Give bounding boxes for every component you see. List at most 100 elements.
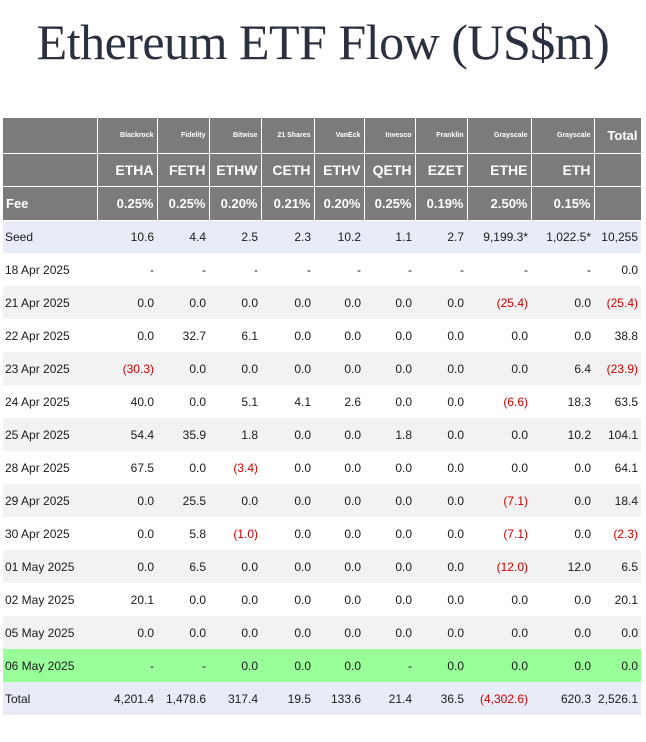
flow-cell: 6.4 (531, 352, 594, 385)
ticker-cell: CETH (261, 153, 315, 187)
row-total: 6.5 (594, 550, 641, 583)
row-total: 18.4 (594, 484, 641, 517)
flow-cell: 0.0 (531, 649, 594, 682)
total-cell: 133.6 (314, 682, 364, 715)
row-date: 18 Apr 2025 (3, 253, 97, 286)
flow-cell: 67.5 (97, 451, 157, 484)
flow-cell: 5.1 (209, 385, 261, 418)
table-row: 24 Apr 2025 40.0 0.0 5.1 4.1 2.6 0.0 0.0 (6.6) 18… (3, 385, 641, 418)
flow-cell: 0.0 (415, 385, 467, 418)
row-total: (2.3) (594, 517, 641, 550)
flow-cell: 0.0 (415, 517, 467, 550)
ticker-cell: FETH (157, 153, 210, 187)
flow-cell: 6.5 (157, 550, 209, 583)
total-cell: 317.4 (209, 682, 261, 715)
flow-cell: 0.0 (97, 286, 157, 319)
flow-cell: 4.1 (261, 385, 314, 418)
flow-cell: 0.0 (531, 319, 594, 352)
row-total: (23.9) (594, 352, 641, 385)
flow-cell: 0.0 (364, 319, 415, 352)
flow-cell: 0.0 (364, 352, 415, 385)
issuer-cell: Bitwise (209, 118, 262, 154)
table-row: 25 Apr 2025 54.4 35.9 1.8 0.0 0.0 1.8 0.0 0.0 10.… (3, 418, 641, 451)
flow-cell: 0.0 (531, 484, 594, 517)
flow-cell: 0.0 (467, 418, 531, 451)
flow-cell: (7.1) (467, 517, 531, 550)
flow-cell: 0.0 (209, 583, 261, 616)
total-row: Total 4,201.4 1,478.6 317.4 19.5 133.6 21.4 36.… (3, 682, 641, 715)
flow-cell: 0.0 (467, 451, 531, 484)
flow-cell: 1.1 (364, 220, 415, 253)
flow-cell: 0.0 (97, 517, 157, 550)
flow-cell: 12.0 (531, 550, 594, 583)
table-row: 02 May 2025 20.1 0.0 0.0 0.0 0.0 0.0 0.0 0.0 0.0 2… (3, 583, 641, 616)
flow-cell: 2.5 (209, 220, 261, 253)
flow-cell: 0.0 (209, 616, 261, 649)
grand-total: 2,526.1 (594, 682, 641, 715)
flow-cell: 35.9 (157, 418, 209, 451)
header-corner (3, 118, 98, 154)
fee-cell: 0.25% (97, 186, 158, 221)
flow-cell: 40.0 (97, 385, 157, 418)
table-row: 28 Apr 2025 67.5 0.0 (3.4) 0.0 0.0 0.0 0.0 0.0 0.… (3, 451, 641, 484)
flow-cell: - (531, 253, 594, 286)
header-blank (594, 186, 642, 221)
flow-cell: 0.0 (467, 319, 531, 352)
flow-cell: 0.0 (97, 319, 157, 352)
flow-cell: 54.4 (97, 418, 157, 451)
issuer-cell: Invesco (364, 118, 416, 154)
table-row: 23 Apr 2025 (30.3) 0.0 0.0 0.0 0.0 0.0 0.0 0.0 6.… (3, 352, 641, 385)
flow-cell: 0.0 (157, 385, 209, 418)
flow-cell: 0.0 (415, 418, 467, 451)
table-row: 05 May 2025 0.0 0.0 0.0 0.0 0.0 0.0 0.0 0.0 0.0 0.… (3, 616, 641, 649)
flow-cell: 0.0 (531, 517, 594, 550)
seed-row: Seed 10.6 4.4 2.5 2.3 10.2 1.1 2.7 9,199.3* 1,022… (3, 220, 641, 253)
flow-cell: 0.0 (157, 583, 209, 616)
flow-cell: 25.5 (157, 484, 209, 517)
row-date: 30 Apr 2025 (3, 517, 97, 550)
flow-cell: 0.0 (467, 583, 531, 616)
flow-cell: 0.0 (364, 583, 415, 616)
row-date: 05 May 2025 (3, 616, 97, 649)
ticker-cell: ETHW (209, 153, 262, 187)
flow-cell: 0.0 (261, 550, 314, 583)
table-row: 06 May 2025- -0.0 0.0 0.0-0.0 0.0 0.0 0.0 (3, 649, 641, 682)
flow-cell: 0.0 (531, 583, 594, 616)
issuer-cell: Franklin (415, 118, 468, 154)
flow-cell: - (314, 253, 364, 286)
issuer-cell: Blackrock (97, 118, 158, 154)
ticker-cell: QETH (364, 153, 416, 187)
flow-cell: (6.6) (467, 385, 531, 418)
flow-cell: 0.0 (314, 583, 364, 616)
flow-cell: - (209, 253, 261, 286)
flow-cell: 0.0 (209, 352, 261, 385)
flow-cell: (1.0) (209, 517, 261, 550)
flow-cell: 0.0 (157, 352, 209, 385)
flow-cell: 0.0 (531, 451, 594, 484)
flow-cell: 0.0 (261, 616, 314, 649)
row-total: 63.5 (594, 385, 641, 418)
flow-cell: 0.0 (261, 352, 314, 385)
flow-cell: 0.0 (314, 550, 364, 583)
fee-cell: 0.21% (261, 186, 315, 221)
fee-cell: 0.20% (314, 186, 365, 221)
flow-cell: 1.8 (209, 418, 261, 451)
flow-cell: - (364, 253, 415, 286)
row-date: 23 Apr 2025 (3, 352, 97, 385)
fee-cell: 2.50% (467, 186, 532, 221)
ticker-cell: ETHV (314, 153, 365, 187)
issuer-cell: Grayscale (467, 118, 532, 154)
ticker-header-row: ETHA FETH ETHW CETH ETHV QETH EZET ETHE … (3, 153, 642, 187)
flow-cell: 0.0 (415, 484, 467, 517)
flow-cell: 0.0 (415, 616, 467, 649)
flow-cell: - (364, 649, 415, 682)
flow-cell: 18.3 (531, 385, 594, 418)
issuer-cell: Fidelity (157, 118, 210, 154)
row-date: 28 Apr 2025 (3, 451, 97, 484)
fee-cell: 0.19% (415, 186, 468, 221)
flow-cell: 0.0 (314, 418, 364, 451)
row-date: 01 May 2025 (3, 550, 97, 583)
total-row-label: Total (3, 682, 97, 715)
flow-cell: 0.0 (97, 484, 157, 517)
flow-cell: 0.0 (209, 484, 261, 517)
